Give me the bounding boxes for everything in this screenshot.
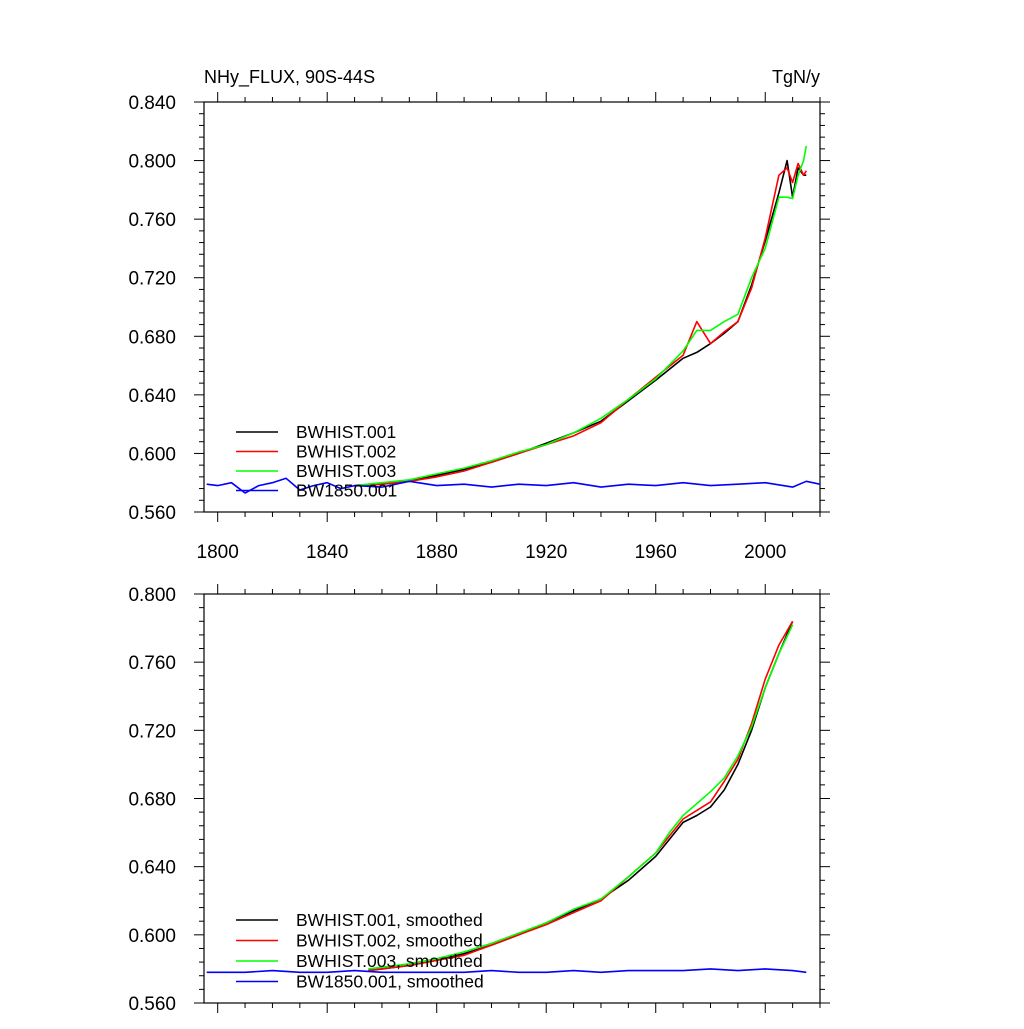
legend-label: BWHIST.002, smoothed — [296, 931, 483, 951]
y-tick-label: 0.640 — [128, 858, 176, 879]
y-tick-label: 0.800 — [128, 585, 176, 606]
top-panel: 1800 1840 1880 1920 1960 2000 0.560 0.600 0.640 0… — [128, 92, 830, 563]
y-tick-label: 0.600 — [128, 444, 176, 465]
legend-label: BW1850.001 — [296, 481, 397, 501]
x-tick-label: 1800 — [197, 542, 239, 563]
chart-title-left: NHy_FLUX, 90S-44S — [204, 67, 375, 88]
x-tick-label: 2000 — [744, 542, 786, 563]
y-tick-label: 0.760 — [128, 653, 176, 674]
series-line-3 — [368, 624, 794, 970]
x-tick-label: 1880 — [416, 542, 458, 563]
y-tick-label: 0.560 — [128, 994, 176, 1015]
y-tick-label: 0.720 — [128, 721, 176, 742]
legend-label: BWHIST.003 — [296, 461, 396, 481]
y-tick-label: 0.680 — [128, 790, 176, 811]
series-line-1 — [368, 620, 794, 972]
series-line-4 — [206, 968, 807, 974]
legend-label: BWHIST.001, smoothed — [296, 910, 483, 930]
y-tick-label: 0.720 — [128, 269, 176, 290]
x-tick-label: 1840 — [306, 542, 348, 563]
series-line-3 — [354, 145, 808, 487]
plot-frame — [203, 101, 821, 513]
y-tick-label: 0.760 — [128, 210, 176, 231]
series-line-1 — [354, 159, 807, 487]
y-tick-label: 0.680 — [128, 327, 176, 348]
chart-title-right: TgN/y — [772, 67, 820, 87]
y-tick-label: 0.560 — [128, 503, 176, 524]
legend-label: BWHIST.001 — [296, 422, 396, 442]
legend-label: BWHIST.002 — [296, 442, 396, 462]
x-tick-label: 1960 — [635, 542, 677, 563]
series-line-2 — [354, 162, 807, 487]
series-line-4 — [206, 477, 820, 494]
y-tick-label: 0.840 — [128, 93, 176, 114]
y-tick-label: 0.800 — [128, 152, 176, 173]
legend-label: BW1850.001, smoothed — [296, 972, 484, 992]
y-tick-label: 0.640 — [128, 386, 176, 407]
y-tick-label: 0.600 — [128, 926, 176, 947]
bottom-panel: 0.560 0.600 0.640 0.680 0.720 0.760 0.800 BWHIS… — [128, 584, 830, 1015]
x-tick-label: 1920 — [525, 542, 567, 563]
legend-label: BWHIST.003, smoothed — [296, 951, 483, 971]
